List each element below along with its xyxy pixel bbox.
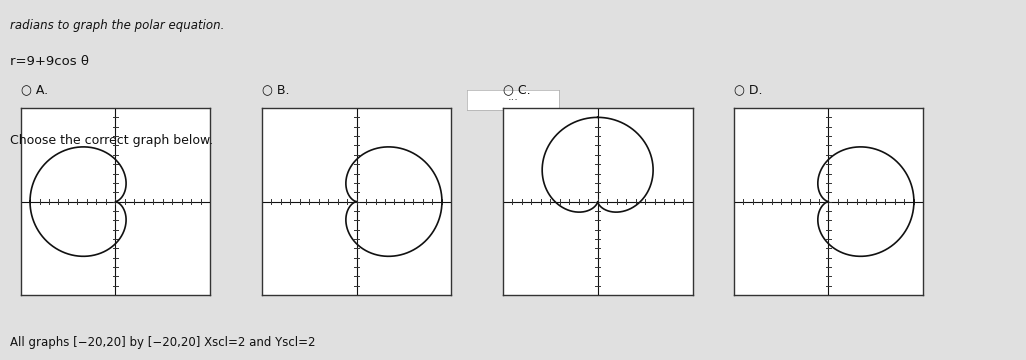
Text: ○ D.: ○ D. [734,84,762,96]
Text: ○ C.: ○ C. [503,84,530,96]
Text: ○ A.: ○ A. [21,84,47,96]
Text: ···: ··· [508,95,518,105]
Text: All graphs [−20,20] by [−20,20] Xscl=2 and Yscl=2: All graphs [−20,20] by [−20,20] Xscl=2 a… [10,336,316,348]
Text: r=9+9cos θ: r=9+9cos θ [10,55,89,68]
Text: ○ B.: ○ B. [262,84,289,96]
Text: radians to graph the polar equation.: radians to graph the polar equation. [10,19,225,32]
Text: Choose the correct graph below.: Choose the correct graph below. [10,134,213,147]
